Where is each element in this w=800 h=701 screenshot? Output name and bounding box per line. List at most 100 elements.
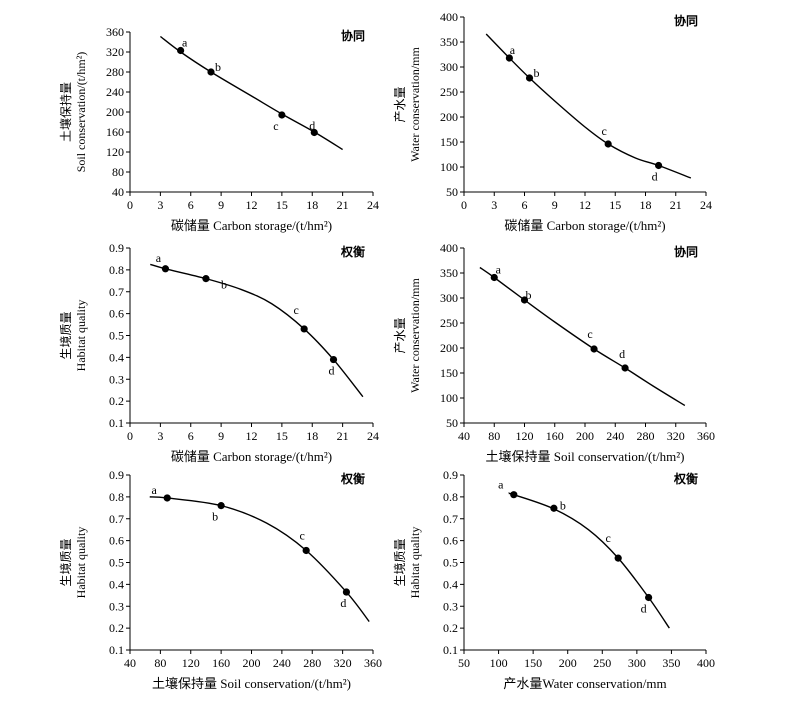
y-tick-label: 0.5 xyxy=(109,329,124,343)
data-point-a xyxy=(505,54,513,62)
y-tick-label: 0.6 xyxy=(109,534,124,548)
y-tick-label: 360 xyxy=(106,25,124,39)
x-tick-label: 120 xyxy=(182,656,200,670)
x-tick-label: 12 xyxy=(579,198,591,212)
y-tick-label: 0.9 xyxy=(443,468,458,482)
y-tick-label: 0.2 xyxy=(109,621,124,635)
y-axis-title-en: Water conservation/mm xyxy=(408,47,422,162)
y-tick-label: 0.4 xyxy=(109,350,124,364)
x-tick-label: 280 xyxy=(303,656,321,670)
x-tick-label: 280 xyxy=(637,429,655,443)
x-tick-label: 9 xyxy=(552,198,558,212)
y-tick-label: 150 xyxy=(440,135,458,149)
x-tick-label: 360 xyxy=(364,656,382,670)
y-axis-title-en: Soil conservation/(t/hm²) xyxy=(74,52,88,173)
x-tick-label: 24 xyxy=(700,198,712,212)
y-tick-label: 0.4 xyxy=(109,577,124,591)
y-axis-title-en: Habitat quality xyxy=(74,527,88,599)
x-tick-label: 9 xyxy=(218,198,224,212)
y-tick-label: 400 xyxy=(440,10,458,24)
y-tick-label: 0.9 xyxy=(109,468,124,482)
data-point-d xyxy=(310,128,318,137)
chart-panel-2: 0 3 6 9 12 15 18 21 24 50 100 150 200 250 300 350 400 碳储量… xyxy=(393,10,712,233)
data-point-b xyxy=(525,74,534,82)
data-point-a xyxy=(163,494,171,502)
y-tick-label: 0.5 xyxy=(109,556,124,570)
relationship-tag: 权衡 xyxy=(673,471,698,486)
x-tick-label: 80 xyxy=(154,656,166,670)
x-tick-label: 400 xyxy=(697,656,715,670)
y-tick-label: 250 xyxy=(440,85,458,99)
fit-curve xyxy=(479,266,686,407)
point-label-b: b xyxy=(526,288,532,302)
y-tick-label: 0.9 xyxy=(109,241,124,255)
y-tick-label: 0.4 xyxy=(443,577,458,591)
y-tick-label: 0.5 xyxy=(443,556,458,570)
y-tick-label: 0.7 xyxy=(443,512,458,526)
x-tick-label: 0 xyxy=(461,198,467,212)
fit-curve xyxy=(149,496,370,622)
y-tick-label: 250 xyxy=(440,316,458,330)
point-label-c: c xyxy=(602,124,607,138)
point-label-a: a xyxy=(510,43,516,57)
point-label-d: d xyxy=(340,596,346,610)
chart-panel-5: 40 80 120 160 200 240 280 320 360 0.1 0.2 0.3 0.4 0.5… xyxy=(58,468,382,691)
y-tick-label: 200 xyxy=(106,105,124,119)
y-tick-label: 350 xyxy=(440,35,458,49)
y-tick-label: 120 xyxy=(106,145,124,159)
data-point-d xyxy=(645,593,653,602)
x-tick-label: 18 xyxy=(306,429,318,443)
data-point-d xyxy=(329,355,338,364)
x-tick-label: 160 xyxy=(212,656,230,670)
point-label-d: d xyxy=(641,602,647,616)
x-tick-label: 300 xyxy=(628,656,646,670)
x-tick-label: 18 xyxy=(306,198,318,212)
point-label-b: b xyxy=(534,66,540,80)
data-point-b xyxy=(550,504,558,512)
x-axis-title: 碳储量 Carbon storage/(t/hm²) xyxy=(171,449,332,464)
y-tick-label: 0.8 xyxy=(109,490,124,504)
data-point-b xyxy=(207,68,215,76)
x-tick-label: 200 xyxy=(559,656,577,670)
x-tick-label: 0 xyxy=(127,429,133,443)
point-label-d: d xyxy=(329,364,335,378)
x-tick-label: 21 xyxy=(670,198,682,212)
x-axis-title: 土壤保持量 Soil conservation/(t/hm²) xyxy=(486,449,685,464)
chart-panel-4: 40 80 120 160 200 240 280 320 360 50 100 150 200 250 3… xyxy=(393,241,715,464)
data-point-d xyxy=(621,364,629,372)
data-point-c xyxy=(614,554,622,562)
point-label-a: a xyxy=(498,478,504,492)
fit-curve xyxy=(485,33,692,179)
y-axis-title-cn: 生境质量 xyxy=(58,538,73,586)
y-tick-label: 0.8 xyxy=(443,490,458,504)
y-tick-label: 0.1 xyxy=(109,416,124,430)
x-tick-label: 240 xyxy=(273,656,291,670)
y-tick-label: 0.1 xyxy=(109,643,124,657)
y-tick-label: 40 xyxy=(112,185,124,199)
data-point-c xyxy=(604,140,612,148)
x-tick-label: 9 xyxy=(218,429,224,443)
data-point-c xyxy=(590,345,598,353)
data-point-d xyxy=(655,161,663,170)
y-tick-label: 50 xyxy=(446,185,458,199)
x-tick-label: 6 xyxy=(188,429,194,443)
x-tick-label: 6 xyxy=(522,198,528,212)
x-tick-label: 18 xyxy=(640,198,652,212)
data-point-c xyxy=(300,325,308,333)
y-tick-label: 400 xyxy=(440,241,458,255)
y-tick-label: 100 xyxy=(440,391,458,405)
x-tick-label: 24 xyxy=(367,198,379,212)
y-tick-label: 350 xyxy=(440,266,458,280)
y-tick-label: 300 xyxy=(440,291,458,305)
data-point-a xyxy=(510,491,518,499)
y-tick-label: 160 xyxy=(106,125,124,139)
y-tick-label: 0.3 xyxy=(443,599,458,613)
point-label-b: b xyxy=(212,510,218,524)
y-axis-title-cn: 生境质量 xyxy=(58,311,73,359)
point-label-c: c xyxy=(606,531,611,545)
y-tick-label: 0.7 xyxy=(109,512,124,526)
x-tick-label: 3 xyxy=(157,429,163,443)
x-tick-label: 320 xyxy=(667,429,685,443)
data-point-a xyxy=(490,273,498,282)
x-tick-label: 0 xyxy=(127,198,133,212)
